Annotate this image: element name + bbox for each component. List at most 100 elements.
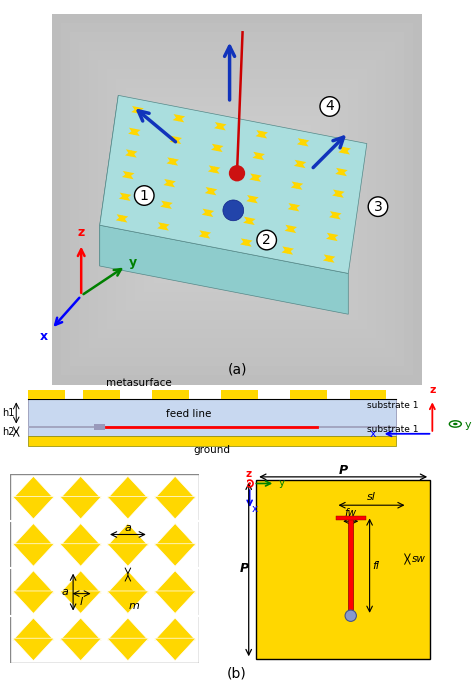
- Bar: [107, 69, 367, 329]
- Polygon shape: [243, 218, 255, 225]
- Bar: [83, 390, 119, 399]
- Polygon shape: [100, 95, 118, 266]
- Bar: [98, 60, 376, 338]
- Polygon shape: [241, 238, 253, 245]
- Bar: [290, 390, 327, 399]
- Text: x: x: [369, 429, 376, 439]
- Polygon shape: [173, 115, 184, 122]
- Polygon shape: [171, 136, 182, 143]
- Polygon shape: [330, 211, 342, 218]
- Polygon shape: [338, 147, 350, 155]
- Polygon shape: [107, 591, 149, 613]
- Polygon shape: [155, 523, 196, 546]
- Bar: [152, 390, 189, 399]
- Polygon shape: [294, 161, 305, 168]
- Polygon shape: [155, 591, 196, 613]
- Text: substrate 1: substrate 1: [367, 425, 419, 433]
- Polygon shape: [164, 179, 176, 186]
- Polygon shape: [60, 523, 101, 546]
- Bar: [191, 153, 283, 245]
- Text: y: y: [465, 420, 471, 430]
- Polygon shape: [292, 181, 303, 189]
- Polygon shape: [250, 173, 262, 181]
- Polygon shape: [253, 152, 265, 159]
- Polygon shape: [208, 166, 219, 174]
- Bar: [27, 399, 395, 427]
- Text: fl: fl: [373, 561, 380, 571]
- Polygon shape: [60, 571, 101, 594]
- Polygon shape: [200, 230, 211, 238]
- Text: l: l: [80, 596, 83, 607]
- Bar: [27, 436, 395, 446]
- Polygon shape: [333, 190, 345, 196]
- Polygon shape: [107, 571, 149, 594]
- Text: fw: fw: [345, 508, 357, 518]
- Text: 4: 4: [325, 100, 334, 113]
- Text: sw: sw: [412, 554, 426, 564]
- Polygon shape: [13, 591, 54, 613]
- Circle shape: [345, 610, 356, 621]
- Polygon shape: [120, 192, 131, 200]
- Polygon shape: [155, 476, 196, 499]
- Polygon shape: [60, 591, 101, 613]
- Bar: [79, 41, 395, 357]
- Polygon shape: [336, 168, 348, 175]
- Text: y: y: [129, 256, 137, 269]
- Polygon shape: [215, 122, 227, 129]
- Polygon shape: [285, 225, 297, 232]
- Bar: [348, 515, 354, 616]
- Bar: [209, 171, 265, 227]
- Polygon shape: [256, 130, 268, 137]
- Polygon shape: [212, 144, 223, 151]
- Polygon shape: [323, 256, 335, 262]
- Polygon shape: [199, 232, 210, 238]
- Polygon shape: [107, 497, 149, 519]
- Polygon shape: [324, 254, 336, 262]
- Bar: [172, 134, 302, 264]
- Polygon shape: [206, 187, 217, 194]
- Bar: [27, 390, 64, 399]
- Polygon shape: [60, 638, 101, 661]
- Bar: [117, 78, 357, 319]
- Text: feed line: feed line: [166, 409, 211, 418]
- Polygon shape: [295, 160, 306, 167]
- Text: z: z: [429, 385, 436, 395]
- Bar: [182, 144, 292, 255]
- Polygon shape: [214, 123, 226, 131]
- Polygon shape: [60, 543, 101, 566]
- Polygon shape: [60, 618, 101, 640]
- Text: substrate 1: substrate 1: [367, 401, 419, 410]
- Polygon shape: [205, 188, 217, 195]
- Polygon shape: [126, 149, 137, 157]
- Polygon shape: [329, 212, 341, 219]
- Polygon shape: [132, 106, 144, 113]
- Text: m: m: [129, 600, 140, 611]
- Text: h2: h2: [2, 427, 15, 436]
- Bar: [228, 190, 246, 209]
- Polygon shape: [107, 618, 149, 640]
- Polygon shape: [244, 216, 255, 224]
- Circle shape: [223, 200, 244, 221]
- Bar: [336, 515, 366, 520]
- Polygon shape: [247, 195, 259, 202]
- Polygon shape: [157, 223, 169, 231]
- Polygon shape: [123, 171, 135, 178]
- Polygon shape: [131, 107, 143, 114]
- Bar: [219, 181, 255, 218]
- Polygon shape: [129, 128, 141, 135]
- Polygon shape: [339, 146, 351, 153]
- Polygon shape: [116, 215, 128, 223]
- Text: z: z: [246, 469, 252, 479]
- Text: P: P: [338, 464, 348, 477]
- Text: sl: sl: [367, 491, 376, 502]
- Polygon shape: [164, 180, 175, 188]
- Polygon shape: [60, 497, 101, 519]
- Text: x: x: [40, 330, 48, 343]
- Polygon shape: [158, 223, 170, 229]
- Polygon shape: [173, 114, 185, 122]
- Polygon shape: [155, 571, 196, 594]
- Polygon shape: [288, 204, 299, 212]
- Polygon shape: [100, 225, 348, 314]
- Bar: [135, 97, 339, 301]
- Polygon shape: [107, 638, 149, 661]
